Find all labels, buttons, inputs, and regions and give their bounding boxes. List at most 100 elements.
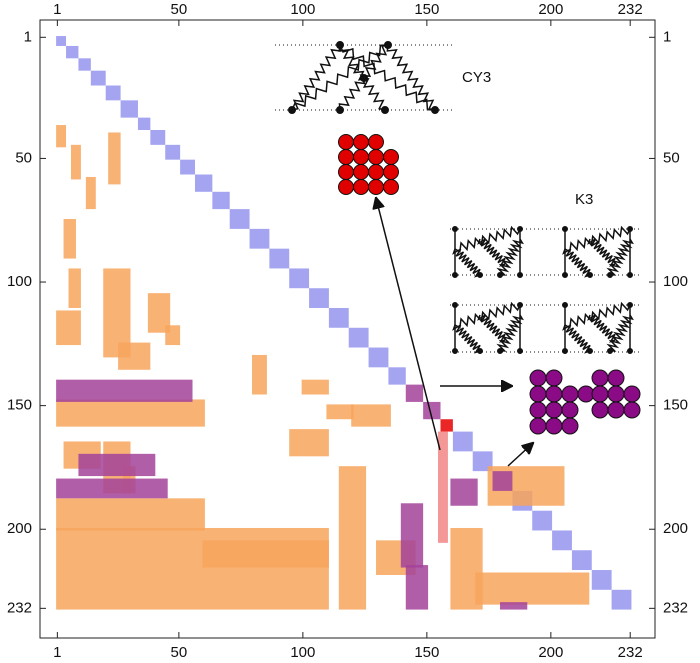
region-block [56,310,81,346]
spring [562,248,591,278]
region-block [301,379,329,395]
diagonal-block [289,268,310,289]
diagonal-block [552,530,572,551]
y-tick-label: 100 [7,273,32,290]
node [545,385,563,403]
x-tick-label: 150 [414,1,439,18]
spring [339,44,436,111]
node [368,179,384,195]
x-tick-label: 100 [290,1,315,18]
node [336,106,344,114]
node [383,179,399,195]
spring [477,314,506,343]
spring [606,238,634,276]
spring [496,238,524,276]
region-block [63,218,76,259]
spring [452,248,481,278]
diagonal-block [328,307,349,328]
spring [496,314,524,352]
arrow [507,443,533,467]
y-tick-label: 232 [7,599,32,616]
node [452,302,458,308]
diagonal-block [212,191,230,210]
node [477,348,483,354]
node [383,149,399,165]
region-block [475,572,590,605]
region-block [70,144,81,180]
node [529,385,547,403]
diagonal-block [348,327,369,348]
node [368,134,384,150]
node [517,272,523,278]
spring [587,238,616,267]
node [587,348,593,354]
x-tick-label: 200 [538,1,563,18]
node [353,134,369,150]
diagonal-block [309,288,329,308]
node [384,41,392,49]
node [591,369,609,387]
diagonal-block [368,347,389,368]
node [529,369,547,387]
y-tick-label: 50 [15,149,32,166]
spring [338,44,386,111]
node [497,348,503,354]
node [562,272,568,278]
y-tick-label: 150 [663,397,688,414]
node [607,401,625,419]
node [561,385,579,403]
node [561,417,579,435]
spring [454,225,521,253]
diagonal-block [180,159,195,175]
node [562,302,568,308]
node [587,272,593,278]
diagonal-block [120,100,138,118]
diagrams [275,41,641,467]
region-block [56,379,193,402]
node [360,74,368,82]
diagonal-block [571,550,592,571]
region-block [165,325,181,346]
node [353,149,369,165]
node [562,348,568,354]
diagonal-block [194,174,213,192]
diagonal-block [249,228,270,249]
node [381,106,389,114]
node [452,272,458,278]
node [627,348,633,354]
node [529,417,547,435]
node [517,226,523,232]
node [529,401,547,419]
x-tick-label: 100 [290,644,315,661]
diagonal-block [105,85,121,101]
diagonal-block [452,431,473,452]
region-block [500,602,528,610]
node [497,272,503,278]
node [431,106,439,114]
annotation: K3 [575,191,593,208]
node [623,401,641,419]
region-block [450,478,478,506]
node [338,164,354,180]
node [623,385,641,403]
diagonal-block [269,248,290,269]
node [591,401,609,419]
node [627,226,633,232]
y-tick-label: 150 [7,397,32,414]
y-tick-label: 1 [24,28,32,45]
spring [338,44,389,111]
node [353,164,369,180]
node [288,106,296,114]
region-block [405,565,429,610]
data-layer [56,36,632,610]
plot-frame [39,19,656,639]
region-block [289,429,329,457]
y-tick-label: 50 [663,149,680,166]
node [517,348,523,354]
region-block [438,431,448,543]
y-tick-label: 100 [663,273,688,290]
region-block [450,527,483,610]
region-block [85,176,96,210]
node [607,385,625,403]
